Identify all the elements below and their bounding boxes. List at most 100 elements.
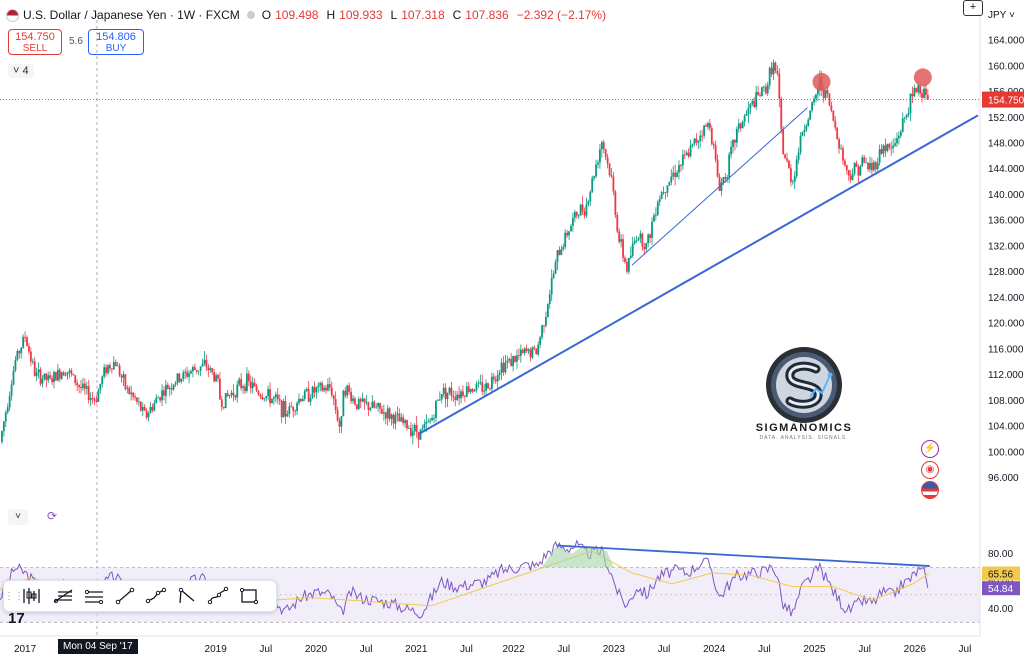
candle-body: [465, 386, 468, 397]
candle-body: [176, 373, 179, 384]
candle-body: [41, 378, 44, 384]
target-icon[interactable]: ◉: [921, 461, 939, 479]
candle-body: [35, 372, 38, 376]
candle-body: [766, 85, 769, 94]
toolbar-grip-icon[interactable]: ⋮⋮: [4, 590, 24, 602]
candle-body: [853, 163, 856, 174]
long-position-icon[interactable]: [16, 583, 47, 609]
candle-body: [676, 172, 678, 178]
candle-body: [82, 383, 84, 389]
candle-body: [589, 191, 592, 202]
drawing-toolbar[interactable]: ⋮⋮: [3, 580, 277, 612]
candle-body: [905, 114, 908, 118]
xabcd-pattern-icon[interactable]: [202, 583, 233, 609]
candle-body: [365, 402, 368, 404]
candle-body: [168, 387, 171, 390]
candle-body: [595, 164, 597, 177]
candle-body: [535, 348, 538, 355]
candle-body: [319, 383, 322, 386]
candle-body: [377, 403, 379, 407]
candle-body: [278, 399, 281, 401]
candle-body: [618, 231, 621, 242]
candle-body: [467, 386, 470, 393]
candle-body: [265, 396, 268, 399]
curve-icon[interactable]: [171, 583, 202, 609]
candle-body: [707, 123, 709, 127]
parallel-channel-icon[interactable]: [78, 583, 109, 609]
refresh-icon[interactable]: ⟳: [46, 509, 58, 523]
buy-price: 154.806: [96, 31, 136, 43]
candle-body: [163, 390, 165, 396]
candle-body: [813, 98, 815, 103]
candle-body: [847, 170, 850, 176]
candle-body: [699, 135, 702, 141]
us-flag-icon[interactable]: [921, 481, 939, 499]
candle-body: [417, 432, 420, 440]
candle-body: [164, 384, 167, 396]
candle-body: [599, 149, 601, 163]
candle-body: [546, 303, 549, 317]
candle-body: [215, 375, 217, 382]
symbol-header[interactable]: U.S. Dollar / Japanese Yen · 1W · FXCM O…: [6, 8, 610, 22]
rsi-collapse-button[interactable]: ˅: [8, 509, 28, 525]
candles: [1, 59, 929, 448]
rsi-tick-label: 80.00: [988, 549, 1013, 560]
candle-body: [516, 355, 518, 362]
zoom-icon[interactable]: +: [963, 0, 983, 16]
candle-body: [631, 243, 634, 256]
candle-body: [317, 385, 320, 388]
currency-label[interactable]: JPY ˅: [988, 10, 1015, 21]
candle-body: [267, 389, 270, 397]
candle-body: [107, 365, 109, 374]
candle-body: [255, 386, 258, 392]
candle-body: [863, 157, 866, 163]
candle-body: [130, 392, 133, 394]
candle-body: [355, 404, 358, 410]
candle-body: [263, 398, 266, 400]
candle-body: [797, 152, 800, 160]
candle-body: [276, 394, 279, 400]
candle-body: [361, 398, 364, 402]
candle-body: [74, 375, 77, 383]
x-tick-label: Jul: [658, 644, 671, 655]
x-tick-label: Jul: [360, 644, 373, 655]
candle-body: [606, 157, 609, 164]
candle-body: [298, 398, 300, 403]
candle-body: [473, 390, 476, 392]
candle-body: [313, 386, 316, 393]
candle-body: [735, 128, 738, 143]
rectangle-icon[interactable]: [233, 583, 264, 609]
candle-body: [246, 373, 248, 391]
candle-body: [483, 390, 486, 392]
bolt-icon[interactable]: ⚡: [921, 440, 939, 458]
candle-body: [429, 420, 432, 422]
candle-body: [425, 421, 428, 425]
candle-body: [791, 181, 794, 183]
fib-retracement-icon[interactable]: [47, 583, 78, 609]
candle-body: [421, 428, 424, 430]
candle-body: [99, 383, 102, 391]
candle-body: [647, 234, 650, 244]
buy-button[interactable]: 154.806 BUY: [88, 29, 144, 55]
minor-trendline: [631, 107, 808, 266]
candle-body: [404, 420, 406, 424]
candle-body: [880, 149, 883, 154]
candle-body: [525, 348, 528, 352]
candle-body: [828, 93, 831, 106]
candle-body: [384, 412, 387, 419]
trend-line-icon[interactable]: [109, 583, 140, 609]
path-icon[interactable]: [140, 583, 171, 609]
candle-body: [411, 431, 414, 436]
candle-body: [309, 397, 312, 402]
candle-body: [396, 413, 399, 415]
candle-body: [68, 370, 71, 373]
candle-body: [311, 386, 314, 398]
candle-body: [155, 397, 158, 403]
candle-body: [207, 367, 210, 371]
candle-body: [680, 165, 682, 166]
candle-body: [251, 382, 254, 389]
indicators-toggle[interactable]: ˅ 4: [8, 64, 34, 78]
candle-body: [236, 384, 239, 398]
sell-button[interactable]: 154.750 SELL: [8, 29, 62, 55]
